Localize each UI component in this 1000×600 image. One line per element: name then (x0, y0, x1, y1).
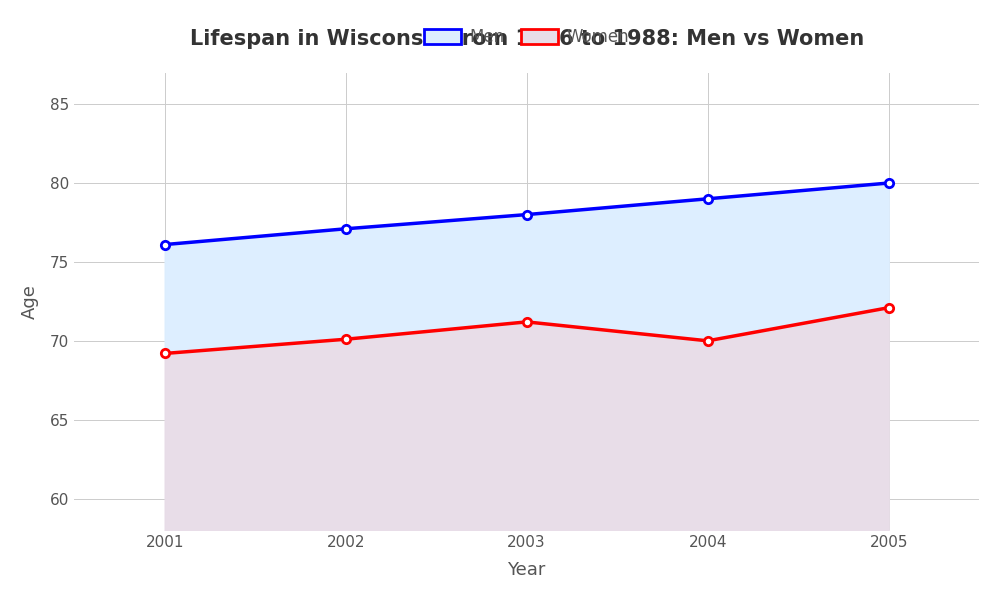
X-axis label: Year: Year (507, 561, 546, 579)
Title: Lifespan in Wisconsin from 1966 to 1988: Men vs Women: Lifespan in Wisconsin from 1966 to 1988:… (190, 29, 864, 49)
Legend: Men, Women: Men, Women (418, 22, 636, 53)
Y-axis label: Age: Age (21, 284, 39, 319)
